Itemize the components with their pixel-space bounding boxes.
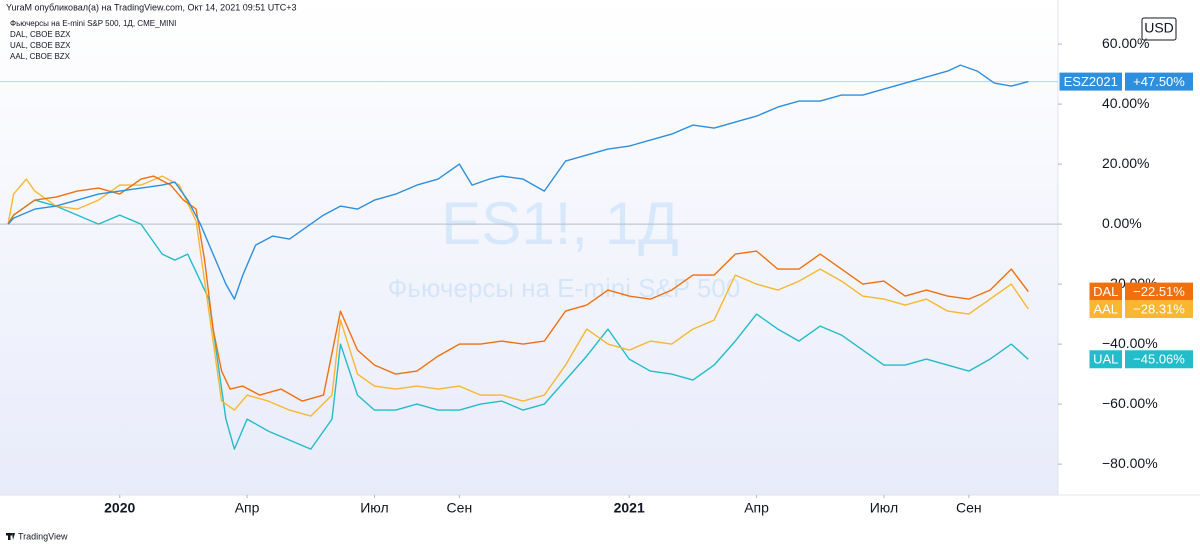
y-tick-label: −40.00%	[1102, 335, 1158, 351]
x-tick-label: 2021	[614, 500, 645, 516]
currency[interactable]: USD	[1144, 20, 1174, 36]
price-label-name-box	[1089, 300, 1122, 319]
series-line	[7, 175, 1029, 402]
y-tick-label: 60.00%	[1102, 35, 1149, 51]
watermark-subtitle: Фьючерсы на E-mini S&P 500	[388, 273, 741, 303]
series-line	[7, 199, 1029, 450]
watermark-title: ES1!, 1Д	[441, 190, 678, 257]
y-tick-label: −60.00%	[1102, 395, 1158, 411]
price-label-value: −45.06%	[1133, 352, 1185, 367]
legend-line: Фьючерсы на E-mini S&P 500, 1Д, CME_MINI	[10, 19, 176, 28]
price-label-value-box	[1125, 300, 1193, 319]
price-label-value: +47.50%	[1133, 74, 1185, 89]
price-label-name: DAL	[1093, 284, 1118, 299]
x-tick-label: Июл	[870, 500, 898, 516]
x-tick-label: Июл	[360, 500, 388, 516]
price-label-name: AAL	[1093, 301, 1118, 316]
x-tick-label: Сен	[956, 500, 982, 516]
x-tick-label: Апр	[744, 500, 769, 516]
price-label-name: ESZ2021	[1064, 74, 1118, 89]
series-line	[7, 175, 1029, 417]
series-line	[7, 64, 1029, 300]
price-label-name-box	[1059, 72, 1122, 91]
x-tick-label: Сен	[447, 500, 473, 516]
legend-line: DAL, CBOE BZX	[10, 30, 71, 39]
price-label-name-box	[1089, 282, 1122, 301]
y-tick-label: 20.00%	[1102, 155, 1149, 171]
price-label-value: −28.31%	[1133, 301, 1185, 316]
price-label-value: −22.51%	[1133, 284, 1185, 299]
price-label-value-box	[1125, 72, 1193, 91]
footer-brand: TradingView	[18, 531, 68, 541]
price-label-value-box	[1125, 282, 1193, 301]
plot-background	[0, 0, 1058, 495]
tv-logo	[6, 533, 15, 540]
y-tick-label: 0.00%	[1102, 215, 1142, 231]
y-tick-label: −80.00%	[1102, 455, 1158, 471]
currency-box[interactable]	[1141, 17, 1177, 41]
legend-line: UAL, CBOE BZX	[10, 41, 71, 50]
x-tick-label: 2020	[104, 500, 135, 516]
price-label-name: UAL	[1093, 352, 1118, 367]
x-tick-label: Апр	[235, 500, 260, 516]
published-note: YuraM опубликовал(а) на TradingView.com,…	[6, 2, 297, 12]
watermark: ES1!, 1Д Фьючерсы на E-mini S&P 500	[388, 190, 741, 303]
y-tick-label: 40.00%	[1102, 95, 1149, 111]
price-label-value-box	[1125, 350, 1193, 369]
legend-line: AAL, CBOE BZX	[10, 52, 71, 61]
price-label-name-box	[1089, 350, 1122, 369]
